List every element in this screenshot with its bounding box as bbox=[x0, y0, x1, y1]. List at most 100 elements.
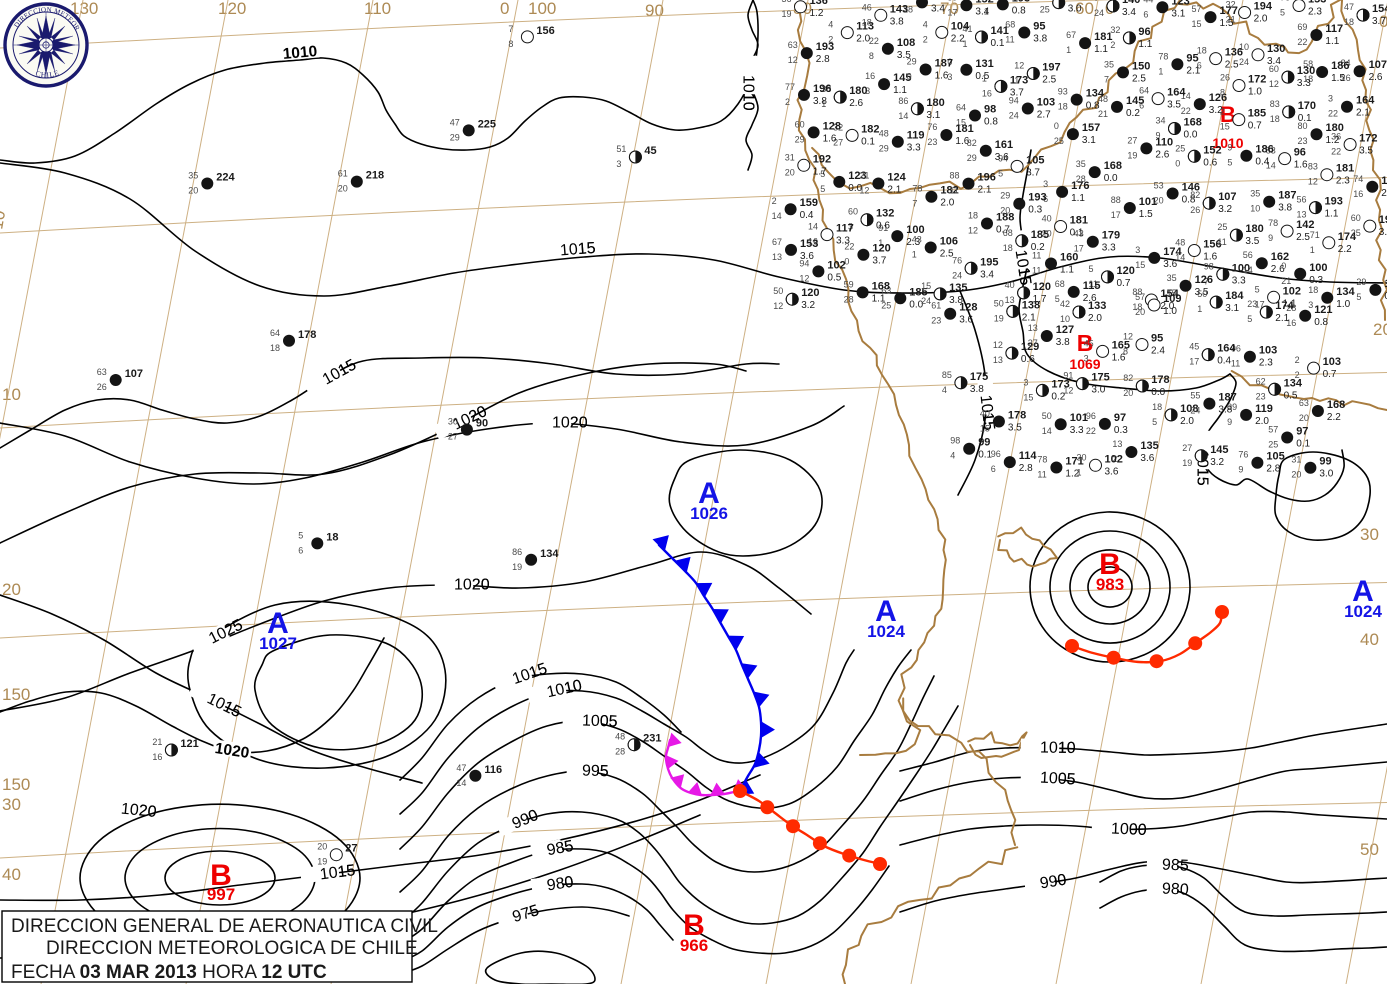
svg-text:1.6: 1.6 bbox=[1294, 160, 1308, 171]
svg-text:2.4: 2.4 bbox=[1151, 346, 1165, 357]
svg-text:27: 27 bbox=[448, 432, 458, 442]
svg-text:193: 193 bbox=[1325, 196, 1343, 208]
svg-text:12: 12 bbox=[993, 340, 1003, 350]
svg-text:21: 21 bbox=[152, 737, 162, 747]
svg-text:231: 231 bbox=[643, 733, 661, 745]
svg-text:23: 23 bbox=[1256, 391, 1266, 401]
svg-text:15: 15 bbox=[980, 424, 990, 434]
svg-text:1.1: 1.1 bbox=[1060, 265, 1074, 276]
svg-text:0.8: 0.8 bbox=[1086, 101, 1100, 112]
svg-text:3: 3 bbox=[1023, 377, 1028, 387]
svg-text:2.2: 2.2 bbox=[951, 33, 965, 44]
svg-text:1010: 1010 bbox=[740, 75, 757, 111]
svg-text:1026: 1026 bbox=[690, 504, 728, 523]
svg-text:1010: 1010 bbox=[282, 43, 318, 63]
svg-text:97: 97 bbox=[1296, 426, 1308, 438]
svg-text:18: 18 bbox=[1152, 402, 1162, 412]
svg-text:2.5: 2.5 bbox=[940, 249, 954, 260]
svg-text:67: 67 bbox=[772, 237, 782, 247]
svg-text:172: 172 bbox=[1248, 74, 1266, 86]
svg-text:3.6: 3.6 bbox=[1140, 453, 1154, 464]
svg-text:181: 181 bbox=[955, 123, 973, 135]
svg-text:27: 27 bbox=[1127, 135, 1137, 145]
svg-text:10: 10 bbox=[2, 385, 21, 404]
svg-text:40: 40 bbox=[1005, 280, 1015, 290]
svg-text:153: 153 bbox=[800, 238, 818, 250]
svg-text:27: 27 bbox=[1028, 338, 1038, 348]
svg-text:51: 51 bbox=[616, 144, 626, 154]
svg-text:26: 26 bbox=[1190, 205, 1200, 215]
svg-text:12: 12 bbox=[788, 55, 798, 65]
svg-text:3.3: 3.3 bbox=[1297, 78, 1311, 89]
svg-text:3.2: 3.2 bbox=[1218, 204, 1232, 215]
svg-text:195: 195 bbox=[980, 256, 998, 268]
svg-text:3.8: 3.8 bbox=[970, 384, 984, 395]
svg-text:100: 100 bbox=[528, 0, 556, 18]
svg-text:12: 12 bbox=[1269, 79, 1279, 89]
svg-text:0.4: 0.4 bbox=[1255, 157, 1269, 168]
svg-text:2.6: 2.6 bbox=[1369, 72, 1383, 83]
svg-text:57: 57 bbox=[1192, 4, 1202, 14]
svg-text:126: 126 bbox=[1195, 274, 1213, 286]
svg-text:3.4: 3.4 bbox=[980, 269, 994, 280]
svg-text:2: 2 bbox=[828, 35, 833, 45]
svg-text:165: 165 bbox=[1112, 339, 1130, 351]
svg-text:174: 174 bbox=[1163, 246, 1182, 258]
svg-text:128: 128 bbox=[823, 120, 841, 132]
svg-text:1024: 1024 bbox=[867, 622, 905, 641]
svg-text:2.8: 2.8 bbox=[816, 54, 830, 65]
svg-text:107: 107 bbox=[1369, 59, 1387, 71]
svg-text:2.1: 2.1 bbox=[1022, 312, 1036, 323]
svg-text:2: 2 bbox=[772, 196, 777, 206]
svg-text:29: 29 bbox=[879, 144, 889, 154]
svg-text:180: 180 bbox=[1245, 223, 1263, 235]
svg-text:3.0: 3.0 bbox=[1091, 385, 1105, 396]
svg-text:47: 47 bbox=[456, 763, 466, 773]
svg-text:1027: 1027 bbox=[259, 634, 297, 653]
svg-text:116: 116 bbox=[484, 764, 502, 776]
svg-text:35: 35 bbox=[1076, 159, 1086, 169]
svg-text:13: 13 bbox=[772, 252, 782, 262]
svg-text:18: 18 bbox=[1003, 243, 1013, 253]
svg-text:DIRECCION GENERAL DE AERONAUTI: DIRECCION GENERAL DE AERONAUTICA CIVIL bbox=[11, 916, 438, 937]
svg-text:0.0: 0.0 bbox=[1184, 130, 1198, 141]
svg-text:1.5: 1.5 bbox=[1331, 73, 1345, 84]
svg-text:119: 119 bbox=[907, 130, 925, 142]
svg-text:106: 106 bbox=[940, 236, 958, 248]
svg-text:95: 95 bbox=[1186, 52, 1198, 64]
svg-text:11: 11 bbox=[950, 186, 959, 196]
svg-text:103: 103 bbox=[1037, 97, 1055, 109]
svg-text:62: 62 bbox=[1256, 376, 1266, 386]
svg-text:53: 53 bbox=[1154, 181, 1164, 191]
svg-text:27: 27 bbox=[345, 843, 357, 855]
svg-text:0.5: 0.5 bbox=[827, 272, 841, 283]
svg-text:2.6: 2.6 bbox=[849, 98, 863, 109]
svg-text:24: 24 bbox=[1009, 111, 1019, 121]
svg-text:42: 42 bbox=[1060, 299, 1070, 309]
svg-text:2.0: 2.0 bbox=[1254, 14, 1268, 25]
svg-text:12: 12 bbox=[1014, 61, 1024, 71]
svg-text:1.1: 1.1 bbox=[893, 85, 907, 96]
svg-text:0.8: 0.8 bbox=[1314, 317, 1328, 328]
svg-text:6: 6 bbox=[991, 464, 996, 474]
svg-text:187: 187 bbox=[935, 58, 953, 70]
svg-text:98: 98 bbox=[984, 104, 996, 116]
svg-text:15: 15 bbox=[1135, 260, 1145, 270]
svg-text:168: 168 bbox=[1104, 160, 1122, 172]
svg-text:7: 7 bbox=[1104, 74, 1109, 84]
svg-text:31: 31 bbox=[785, 152, 795, 162]
svg-text:135: 135 bbox=[949, 282, 967, 294]
svg-text:132: 132 bbox=[876, 208, 894, 220]
svg-text:3.7: 3.7 bbox=[1026, 167, 1040, 178]
svg-text:4: 4 bbox=[828, 20, 833, 30]
svg-text:2.1: 2.1 bbox=[978, 185, 992, 196]
svg-text:40: 40 bbox=[2, 865, 21, 884]
svg-text:181: 181 bbox=[1070, 215, 1088, 227]
svg-text:997: 997 bbox=[207, 885, 235, 904]
svg-text:46: 46 bbox=[862, 2, 872, 12]
svg-text:3.7: 3.7 bbox=[1010, 87, 1024, 98]
svg-text:114: 114 bbox=[1019, 450, 1038, 462]
svg-text:135: 135 bbox=[1140, 440, 1158, 452]
svg-text:123: 123 bbox=[1171, 0, 1189, 7]
svg-text:4: 4 bbox=[923, 19, 928, 29]
